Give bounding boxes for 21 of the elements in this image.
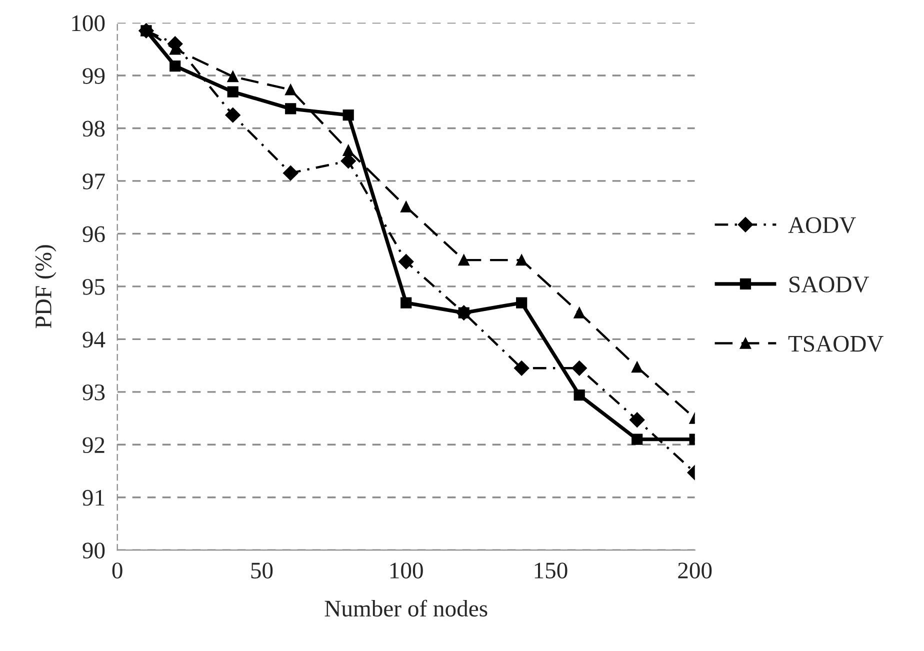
y-tick-label: 91	[82, 490, 104, 506]
y-axis-title: PDF (%)	[34, 245, 56, 328]
y-tick-label: 90	[82, 542, 105, 559]
x-tick-label: 0	[112, 562, 122, 579]
y-tick-label: 100	[72, 15, 105, 32]
y-tick-label: 93	[82, 384, 105, 400]
x-tick-label: 200	[678, 562, 712, 579]
x-tick-label: 150	[534, 562, 568, 579]
y-tick-label: 96	[82, 226, 105, 242]
y-tick-label: 98	[82, 120, 105, 137]
y-tick-label: 95	[82, 278, 105, 295]
x-tick-label: 100	[390, 562, 423, 579]
x-axis-title: Number of nodes	[324, 600, 488, 617]
y-tick-label: 99	[82, 68, 105, 84]
x-tick-label: 50	[251, 562, 273, 579]
legend-label: SAODV	[790, 276, 870, 293]
y-tick-label: 92	[82, 437, 104, 454]
y-tick-label: 97	[82, 174, 105, 190]
y-tick-label: 94	[82, 332, 106, 348]
legend-label: TSAODV	[788, 336, 884, 352]
legend-label: AODV	[788, 217, 856, 234]
